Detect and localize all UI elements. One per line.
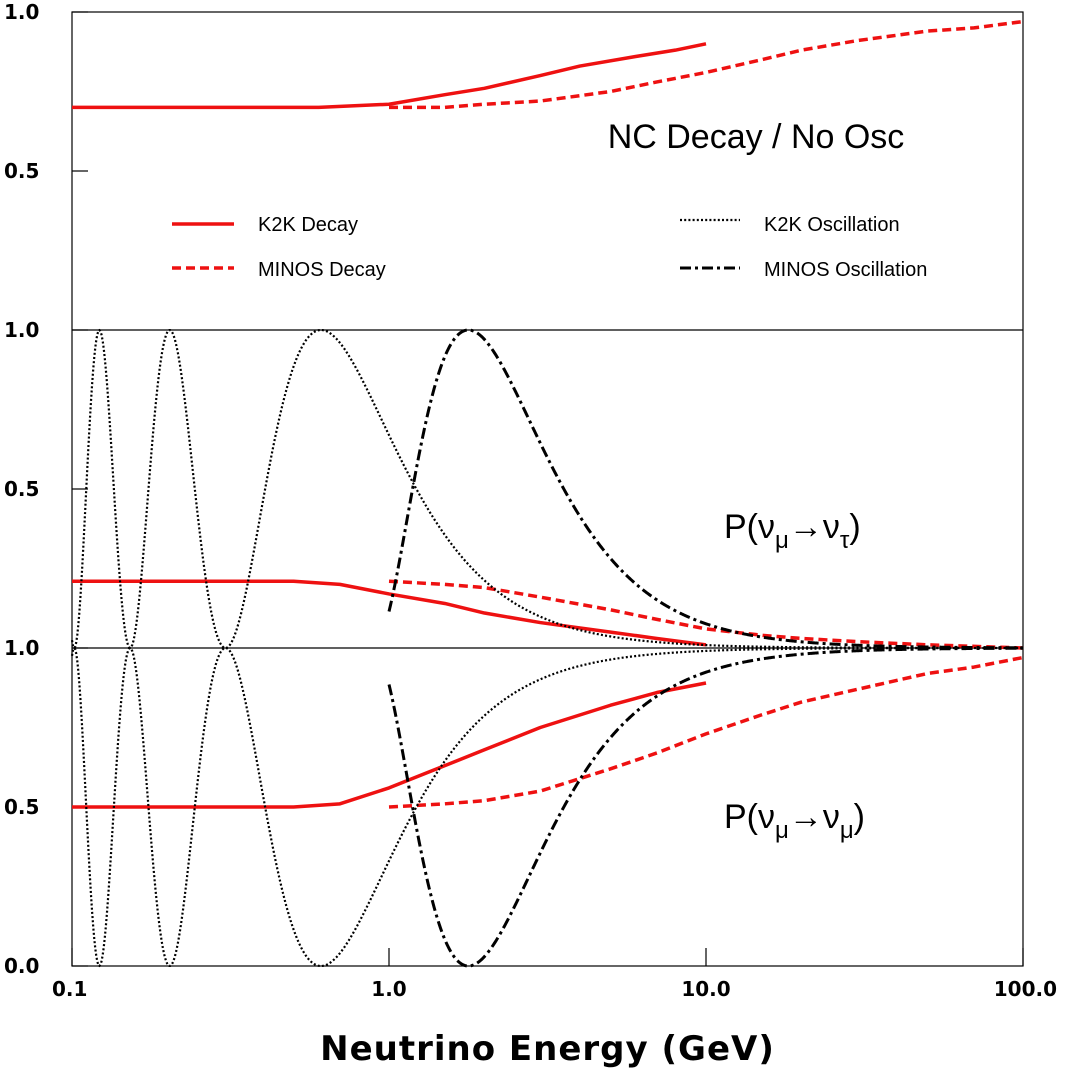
series-k2k-oscillation-panel-2 bbox=[70, 328, 1024, 650]
y-tick-label: 1.0 bbox=[4, 0, 39, 24]
series-k2k-decay-panel-1 bbox=[72, 42, 707, 110]
y-tick-label: 0.0 bbox=[4, 954, 39, 978]
series-minos-decay-panel-3 bbox=[388, 655, 1024, 809]
panel-label-probability-2: P(νμ→ντ) bbox=[724, 508, 861, 554]
x-tick-label: 0.1 bbox=[52, 977, 87, 1001]
x-tick-label: 1.0 bbox=[371, 977, 406, 1001]
series-minos-decay-panel-1 bbox=[389, 19, 1024, 110]
x-tick-label: 10.0 bbox=[681, 977, 730, 1001]
series-minos-oscillation-panel-3 bbox=[387, 646, 1024, 968]
series-layer bbox=[70, 19, 1024, 968]
panels-layer: 1.0 0.5 1.0 0.5 1.0 0.5 0.0 bbox=[4, 0, 1024, 978]
y-tick-label: 0.5 bbox=[4, 159, 39, 183]
legend-label-k2k-decay: K2K Decay bbox=[258, 214, 358, 236]
legend: K2K Decay MINOS Decay K2K Oscillation MINOS… bbox=[172, 214, 927, 281]
legend-label-minos-oscillation: MINOS Oscillation bbox=[764, 259, 927, 281]
series-k2k-decay-panel-3 bbox=[72, 681, 707, 809]
x-axis-title: Neutrino Energy (GeV) bbox=[320, 1029, 775, 1069]
legend-label-k2k-oscillation: K2K Oscillation bbox=[764, 214, 900, 236]
panel-label-probability-3: P(νμ→νμ) bbox=[724, 798, 865, 844]
y-tick-label: 0.5 bbox=[4, 477, 39, 501]
x-axis: 0.1 1.0 10.0 100.0 Neutrino Energy (GeV) bbox=[52, 948, 1057, 1069]
series-k2k-oscillation-panel-3 bbox=[70, 646, 1024, 968]
panel-label-nc-decay: NC Decay / No Osc bbox=[608, 118, 905, 156]
y-tick-label: 0.5 bbox=[4, 795, 39, 819]
series-minos-decay-panel-2 bbox=[388, 579, 1024, 650]
series-minos-oscillation-panel-2 bbox=[387, 328, 1024, 650]
y-tick-label: 1.0 bbox=[4, 636, 39, 660]
series-k2k-decay-panel-2 bbox=[72, 579, 707, 647]
labels-layer: NC Decay / No Osc P(νμ→ντ) P(νμ→νμ) bbox=[608, 118, 905, 844]
x-tick-label: 100.0 bbox=[994, 977, 1057, 1001]
legend-label-minos-decay: MINOS Decay bbox=[258, 259, 386, 281]
y-tick-label: 1.0 bbox=[4, 318, 39, 342]
